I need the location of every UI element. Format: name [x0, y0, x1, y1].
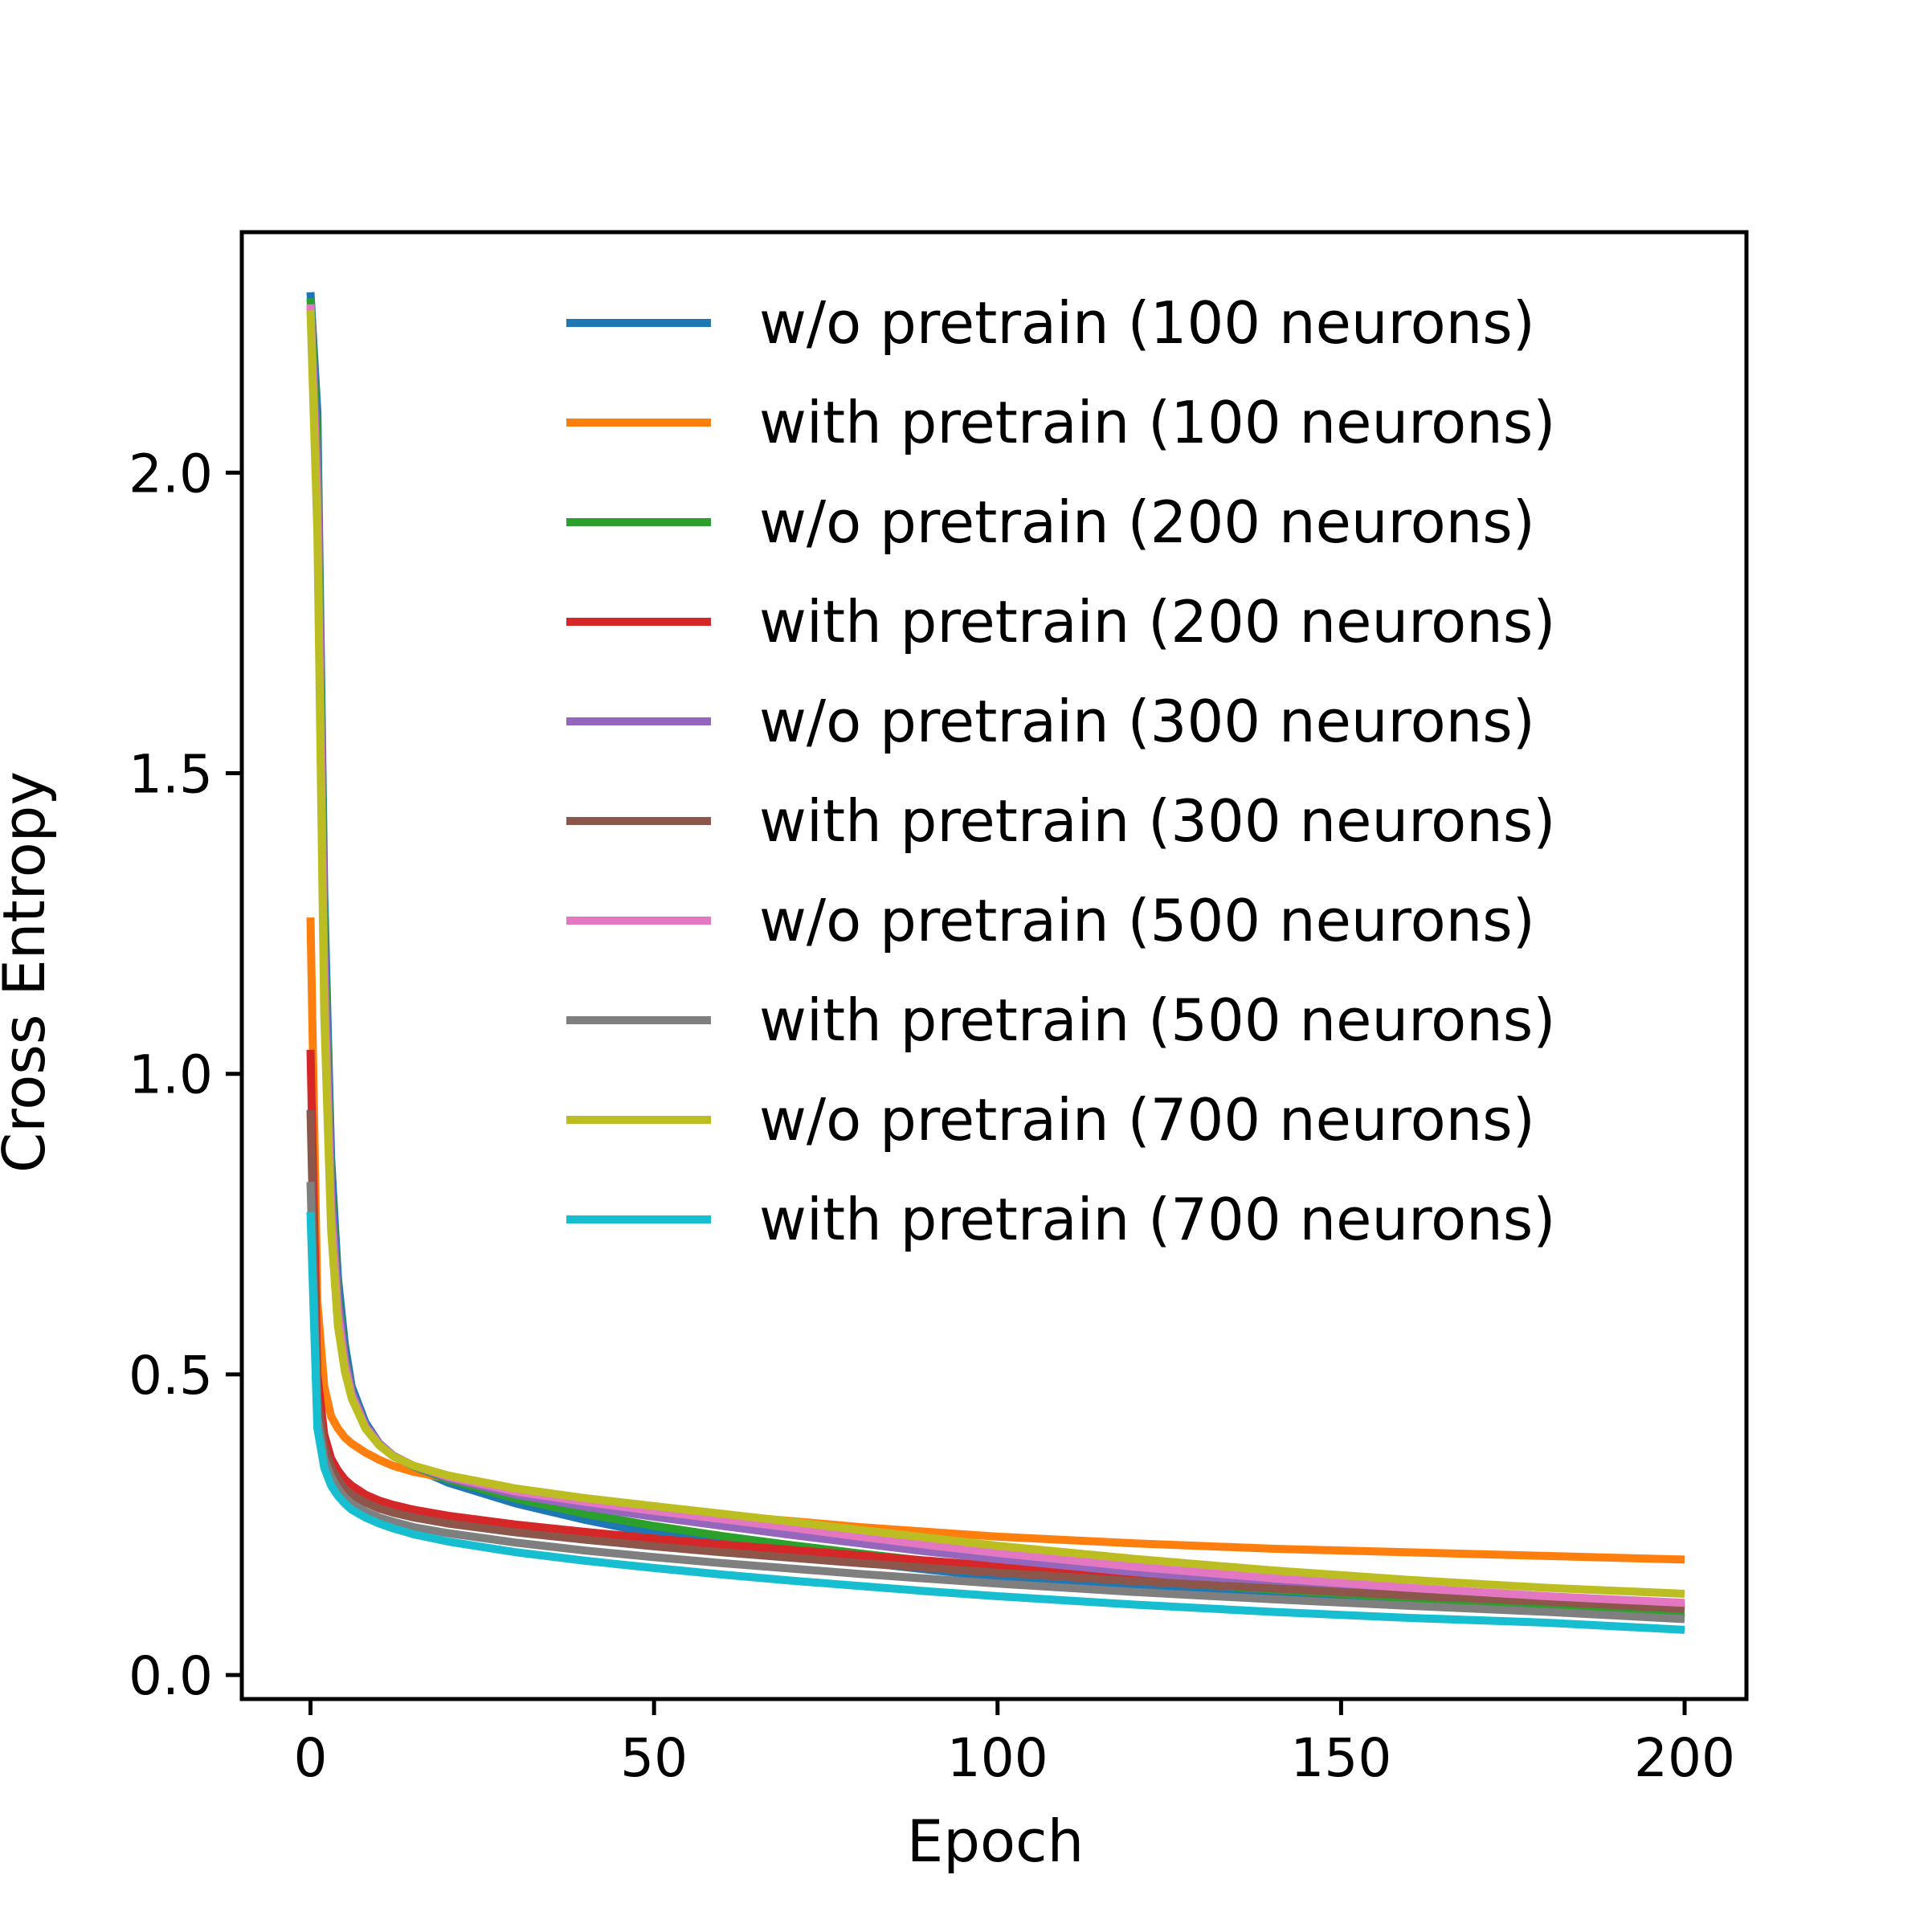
legend-label-5: w/o pretrain (300 neurons)	[759, 688, 1535, 755]
series-line-9	[306, 310, 1685, 1598]
legend-label-10: with pretrain (700 neurons)	[759, 1186, 1555, 1253]
x-tick-label: 100	[947, 1727, 1048, 1789]
x-tick-label: 0	[294, 1727, 328, 1789]
legend-label-8: with pretrain (500 neurons)	[759, 986, 1555, 1054]
x-tick-label: 150	[1290, 1727, 1391, 1789]
legend-label-2: with pretrain (100 neurons)	[759, 389, 1555, 456]
y-tick-label: 0.5	[129, 1345, 213, 1407]
legend-label-4: with pretrain (200 neurons)	[759, 588, 1555, 656]
x-axis-label: Epoch	[907, 1807, 1084, 1875]
y-tick-label: 0.0	[129, 1645, 213, 1707]
y-tick-label: 2.0	[129, 443, 213, 504]
plot-frame	[239, 230, 1749, 1701]
legend: w/o pretrain (100 neurons) with pretrain …	[566, 289, 1555, 1253]
legend-label-6: with pretrain (300 neurons)	[759, 787, 1555, 855]
x-tick-label: 200	[1634, 1727, 1735, 1789]
legend-label-3: w/o pretrain (200 neurons)	[759, 488, 1535, 556]
y-tick-label: 1.5	[129, 744, 213, 806]
y-tick-label: 1.0	[129, 1044, 213, 1106]
y-axis-label: Cross Entropy	[0, 771, 58, 1173]
axes-layer: 0 50 100 150 200 0.0 0.5 1.0 1.5 2.0	[129, 230, 1749, 1789]
series-line-6	[306, 1109, 1685, 1613]
legend-label-7: w/o pretrain (500 neurons)	[759, 887, 1535, 954]
legend-label-9: w/o pretrain (700 neurons)	[759, 1086, 1535, 1154]
x-tick-label: 50	[620, 1727, 688, 1789]
legend-label-1: w/o pretrain (100 neurons)	[759, 289, 1535, 357]
series-line-10	[306, 1211, 1685, 1634]
series-layer	[306, 292, 1685, 1634]
